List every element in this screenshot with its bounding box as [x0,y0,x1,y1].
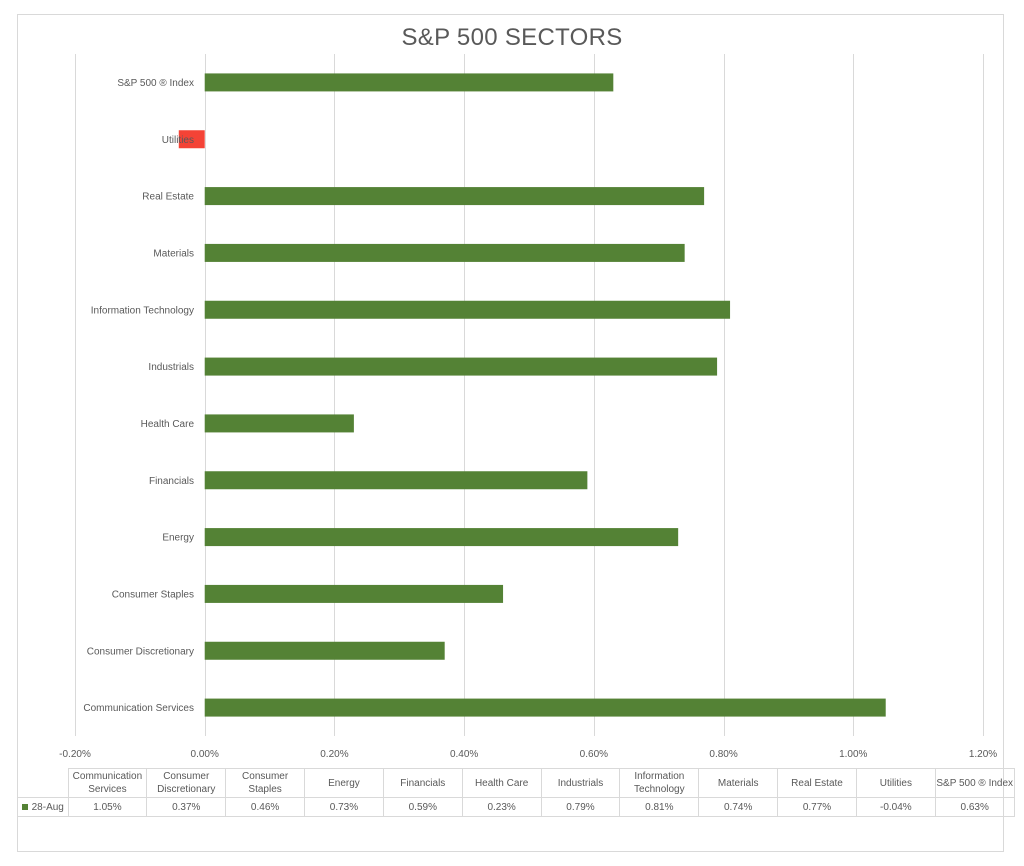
category-label: Consumer Discretionary [87,646,194,657]
category-label: Information Technology [91,305,194,316]
bar [204,300,731,319]
legend-entry: 28-Aug [17,797,69,817]
bar [204,698,886,717]
table-header-cell: Real Estate [777,768,857,798]
table-value-cell: 0.37% [146,797,227,817]
bar [204,414,354,433]
x-tick-label: 1.00% [839,749,867,760]
x-tick-label: -0.20% [59,749,91,760]
table-value-cell: 0.79% [540,797,621,817]
table-value-cell: 0.77% [777,797,857,817]
bars [178,73,886,717]
table-header-cell: Consumer Staples [225,768,306,798]
category-label: S&P 500 ® Index [117,78,194,89]
category-label: Industrials [148,362,194,373]
bar [204,357,718,376]
x-tick-label: 0.60% [580,749,608,760]
series-name: 28-Aug [31,801,64,813]
table-header-cell: Consumer Discretionary [146,768,227,798]
table-value-cell: -0.04% [855,797,936,817]
x-tick-label: 0.40% [450,749,478,760]
category-label: Materials [153,248,194,259]
x-tick-label: 0.00% [191,749,219,760]
bar [204,584,504,603]
table-value-cell: 0.63% [934,797,1015,817]
x-tick-label: 0.80% [709,749,737,760]
table-value-cell: 0.46% [225,797,306,817]
legend-key [21,803,28,810]
category-label: Real Estate [142,192,194,203]
bar [178,130,205,149]
category-label: Communication Services [83,703,194,714]
category-label: Energy [162,533,194,544]
table-header-cell: Health Care [461,768,542,798]
bar [204,73,614,92]
gridlines [75,54,984,736]
x-tick-labels: -0.20% 0.00% 0.20% 0.40% 0.60% 0.80% 1.00% 1.20… [59,749,997,760]
table-value-cell: 0.59% [382,797,463,817]
table-value-cell: 1.05% [67,797,148,817]
table-header-cell: Materials [698,768,779,798]
bar [204,641,445,660]
bar [204,243,685,262]
x-tick-label: 0.20% [320,749,348,760]
bar [204,471,588,490]
category-label: Financials [149,476,194,487]
category-labels: Communication Services Consumer Discretio… [83,78,194,714]
table-header-cell: Industrials [540,768,621,798]
bar [204,528,679,547]
x-tick-label: 1.20% [969,749,997,760]
table-value-cell: 0.73% [304,797,384,817]
bar [204,187,705,206]
table-value-cell: 0.81% [619,797,700,817]
table-value-cell: 0.74% [698,797,779,817]
table-value-cell: 0.23% [461,797,542,817]
table-header-cell: Communication Services [67,768,148,798]
table-header-cell: Energy [304,768,384,798]
table-header-cell: Financials [382,768,463,798]
category-label: Utilities [162,135,194,146]
table-header-cell: Information Technology [619,768,700,798]
table-header-cell: S&P 500 ® Index [934,768,1015,798]
data-table: Communication Services Consumer Discretiona… [17,768,1015,817]
category-label: Consumer Staples [112,589,194,600]
table-header-cell: Utilities [855,768,936,798]
chart-title: S&P 500 SECTORS [401,24,623,51]
category-label: Health Care [141,419,195,430]
